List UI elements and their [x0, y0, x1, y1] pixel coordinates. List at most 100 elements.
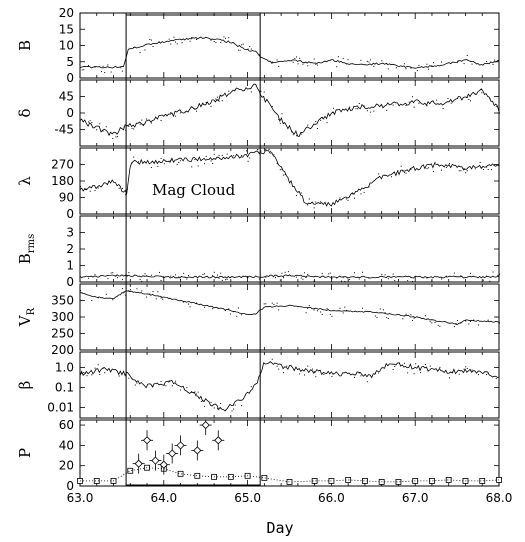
data-point [139, 52, 141, 54]
data-point [392, 104, 394, 106]
data-point [466, 54, 468, 56]
data-point [313, 280, 315, 282]
data-point [276, 365, 278, 367]
data-point [212, 275, 214, 277]
data-point [212, 162, 214, 164]
data-point [175, 274, 177, 276]
data-point [349, 278, 351, 280]
y-tick-label: 0.1 [55, 381, 74, 395]
data-point [471, 63, 473, 65]
data-point [362, 307, 364, 309]
data-point [191, 391, 193, 393]
square-marker [362, 478, 368, 484]
data-point [150, 122, 152, 124]
data-point [469, 100, 471, 102]
data-point [445, 166, 447, 168]
data-scatter [88, 271, 500, 282]
data-point [138, 161, 140, 163]
data-point [321, 313, 323, 315]
data-point [136, 382, 138, 384]
data-point [197, 391, 199, 393]
data-point [121, 70, 123, 72]
series-line [79, 36, 500, 69]
data-point [353, 197, 355, 199]
data-point [378, 173, 380, 175]
data-point [158, 271, 160, 273]
data-point [237, 49, 239, 51]
data-point [408, 101, 410, 103]
data-point [102, 65, 104, 67]
data-point [112, 272, 114, 274]
data-point [210, 401, 212, 403]
data-point [360, 193, 362, 195]
data-point [94, 66, 96, 68]
y-tick-label: 200 [51, 343, 74, 357]
diamond-marker [214, 436, 223, 445]
panel-lambda: 0 90 180 270 λ [16, 147, 500, 221]
y-tick-label: 10 [59, 39, 74, 53]
data-point [352, 193, 354, 195]
data-point [333, 107, 335, 109]
data-point [336, 277, 338, 279]
data-point [170, 43, 172, 45]
data-point [295, 276, 297, 278]
data-point [218, 100, 220, 102]
data-point [86, 375, 88, 377]
data-point [413, 373, 415, 375]
data-point [265, 303, 267, 305]
data-point [431, 280, 433, 282]
data-point [186, 278, 188, 280]
data-point [241, 405, 243, 407]
data-point [487, 168, 489, 170]
square-marker [127, 467, 134, 474]
data-point [216, 274, 218, 276]
y-tick-label: -45 [54, 123, 74, 137]
data-point [263, 303, 265, 305]
data-point [233, 408, 235, 410]
panel-VR: 200 250 300 350 VR [16, 283, 500, 357]
data-point [152, 291, 154, 293]
data-point [226, 278, 228, 280]
data-point [402, 170, 404, 172]
data-point [368, 277, 370, 279]
diamond-marker [151, 456, 160, 465]
data-point [479, 162, 481, 164]
y-tick-label: 20 [59, 6, 74, 20]
data-point [245, 150, 247, 152]
data-point [168, 160, 170, 162]
data-point [265, 149, 267, 150]
data-point [305, 277, 307, 279]
panel-beta: 0.01 0.1 1.0 β [16, 351, 500, 419]
data-point [196, 393, 198, 395]
y-axis-label-main: B [16, 253, 34, 264]
data-point [486, 61, 488, 63]
data-point [495, 378, 497, 380]
data-point [276, 302, 278, 304]
data-point [439, 325, 441, 327]
data-point [405, 313, 407, 315]
data-point [213, 153, 215, 155]
data-point [175, 41, 177, 43]
data-point [320, 201, 322, 203]
data-point [482, 279, 484, 281]
data-point [279, 279, 281, 281]
y-axis-label: VR [16, 307, 37, 327]
data-point [233, 155, 235, 157]
data-point [281, 272, 283, 274]
panel-frame [79, 215, 500, 283]
data-point [457, 320, 459, 322]
data-point [139, 278, 141, 280]
y-axis-label-sub: R [26, 307, 37, 315]
x-tick-label: 65.0 [234, 491, 261, 505]
data-point [313, 371, 315, 373]
data-point [392, 273, 394, 275]
data-point [313, 309, 315, 311]
data-point [429, 365, 431, 367]
diamond-marker [159, 460, 168, 469]
data-point [202, 273, 204, 275]
data-point [387, 68, 389, 70]
panel-delta: -45 0 45 δ [16, 79, 500, 147]
data-point [411, 96, 413, 98]
data-point [358, 103, 360, 105]
data-point [218, 154, 220, 156]
